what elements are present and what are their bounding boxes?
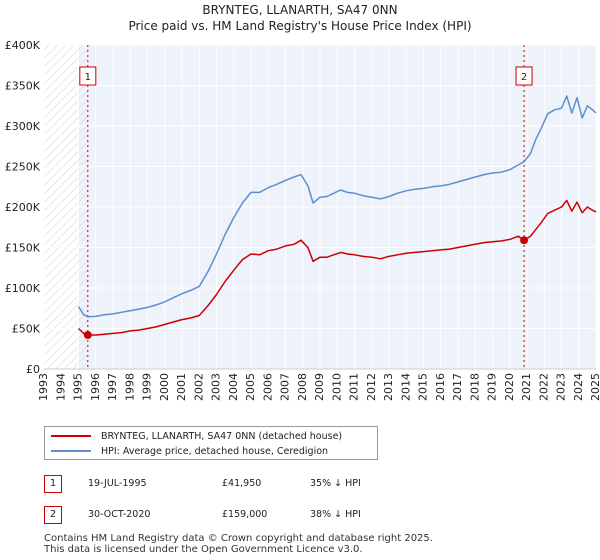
x-tick-label: 2016: [434, 373, 447, 401]
y-tick-label: £300K: [5, 120, 41, 133]
chart: £0 £50K £100K £150K £200K £250K £300K £350K £400…: [5, 39, 600, 401]
transaction-row: 1 19-JUL-1995 £41,950 35% ↓ HPI: [44, 475, 384, 495]
x-tick-label: 1994: [54, 373, 67, 401]
x-tick-label: 2019: [486, 373, 499, 401]
x-tick-label: 2015: [417, 373, 430, 401]
sale-point: [83, 331, 92, 340]
x-tick-label: 2014: [399, 373, 412, 401]
x-tick-label: 1997: [106, 373, 119, 401]
transaction-hpi: 38% ↓ HPI: [310, 509, 361, 520]
x-tick-label: 2018: [468, 373, 481, 401]
transaction-marker: 2: [44, 506, 62, 524]
transaction-date: 30-OCT-2020: [88, 509, 151, 520]
transaction-price: £41,950: [222, 478, 262, 489]
sale-point: [520, 236, 529, 245]
x-tick-label: 2001: [175, 373, 188, 401]
x-tick-label: 2003: [210, 373, 223, 401]
footer-copyright: Contains HM Land Registry data © Crown c…: [44, 533, 433, 544]
x-tick-label: 2024: [572, 373, 585, 401]
sale-marker-box: [79, 66, 97, 86]
y-tick-label: £150K: [5, 242, 41, 255]
x-tick-label: 2017: [451, 373, 464, 401]
transaction-price: £159,000: [222, 509, 268, 520]
x-tick-label: 2025: [589, 373, 600, 401]
x-tick-label: 2021: [520, 373, 533, 401]
y-tick-label: £200K: [5, 201, 41, 214]
y-tick-label: £400K: [5, 39, 41, 52]
chart-subtitle: Price paid vs. HM Land Registry's House …: [128, 19, 472, 33]
sale-marker-label: 1: [85, 72, 91, 83]
legend-item-hpi: HPI: Average price, detached house, Cere…: [51, 444, 328, 458]
y-tick-label: £250K: [5, 161, 41, 174]
transaction-marker: 1: [44, 475, 62, 493]
transaction-date: 19-JUL-1995: [88, 478, 147, 489]
x-tick-label: 2009: [313, 373, 326, 401]
legend-line-hpi: [51, 450, 91, 452]
legend-label-hpi: HPI: Average price, detached house, Cere…: [101, 445, 329, 457]
x-tick-label: 2005: [244, 373, 257, 401]
chart-title: BRYNTEG, LLANARTH, SA47 0NN: [202, 3, 398, 17]
legend: BRYNTEG, LLANARTH, SA47 0NN (detached ho…: [44, 426, 378, 460]
x-tick-label: 2000: [158, 373, 171, 401]
transaction-hpi: 35% ↓ HPI: [310, 478, 361, 489]
sale-marker-label: 2: [521, 72, 527, 83]
y-tick-label: £100K: [5, 282, 41, 295]
y-tick-label: £50K: [12, 323, 41, 336]
x-tick-label: 1996: [89, 373, 102, 401]
x-tick-label: 2013: [382, 373, 395, 401]
series-line-property: [77, 199, 597, 336]
x-tick-label: 2010: [330, 373, 343, 401]
x-tick-label: 2011: [348, 373, 361, 401]
legend-line-property: [51, 435, 91, 437]
x-tick-label: 2020: [503, 373, 516, 401]
y-tick-label: £350K: [5, 80, 41, 93]
x-tick-label: 2023: [555, 373, 568, 401]
x-tick-label: 1995: [72, 373, 85, 401]
x-tick-label: 2002: [192, 373, 205, 401]
x-tick-label: 2006: [261, 373, 274, 401]
x-tick-label: 1999: [141, 373, 154, 401]
legend-label-property: BRYNTEG, LLANARTH, SA47 0NN (detached ho…: [101, 430, 343, 442]
x-tick-label: 2008: [296, 373, 309, 401]
x-tick-label: 2012: [365, 373, 378, 401]
legend-item-property: BRYNTEG, LLANARTH, SA47 0NN (detached ho…: [51, 429, 342, 443]
series-line-hpi: [77, 95, 597, 318]
sale-marker-box: [515, 66, 533, 86]
x-tick-label: 1993: [37, 373, 50, 401]
transaction-row: 2 30-OCT-2020 £159,000 38% ↓ HPI: [44, 506, 384, 526]
x-tick-label: 1998: [123, 373, 136, 401]
x-tick-label: 2007: [279, 373, 292, 401]
x-tick-label: 2004: [227, 373, 240, 401]
footer-licence: This data is licensed under the Open Gov…: [44, 544, 363, 555]
x-tick-label: 2022: [537, 373, 550, 401]
y-tick-label: £0: [26, 363, 40, 376]
